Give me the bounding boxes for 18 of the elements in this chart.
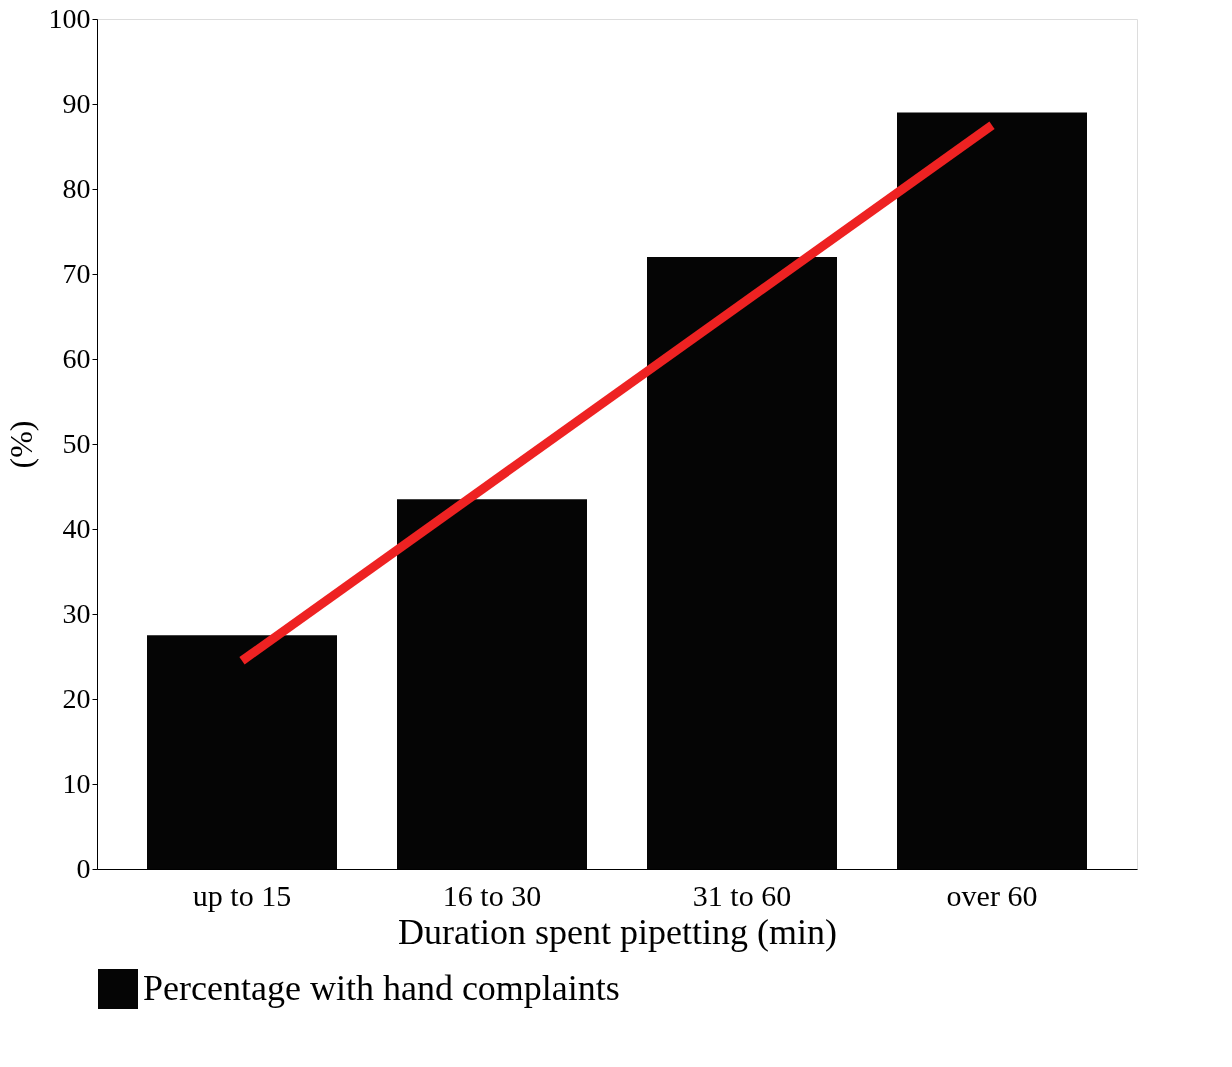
x-tick-label: 31 to 60 bbox=[692, 878, 792, 912]
x-tick-label: up to 15 bbox=[192, 878, 292, 912]
legend-label: Percentage with hand complaints bbox=[143, 968, 620, 1008]
y-tick-label: 80 bbox=[62, 172, 91, 204]
y-tick-label: 100 bbox=[48, 2, 91, 34]
y-axis-title: (%) bbox=[2, 420, 39, 469]
y-tick-label: 30 bbox=[62, 597, 91, 629]
x-axis-title: Duration spent pipetting (min) bbox=[398, 911, 837, 952]
y-tick-label: 70 bbox=[62, 257, 91, 289]
x-tick-label: over 60 bbox=[946, 878, 1038, 912]
y-tick-label: 20 bbox=[62, 682, 91, 714]
y-tick-label: 10 bbox=[62, 767, 91, 799]
y-tick-label: 40 bbox=[62, 512, 91, 544]
y-tick-label: 90 bbox=[62, 87, 91, 119]
x-tick-label: 16 to 30 bbox=[442, 878, 542, 912]
y-tick-label: 0 bbox=[76, 852, 91, 884]
y-tick-label: 60 bbox=[62, 342, 91, 374]
y-tick-label: 50 bbox=[62, 427, 91, 459]
